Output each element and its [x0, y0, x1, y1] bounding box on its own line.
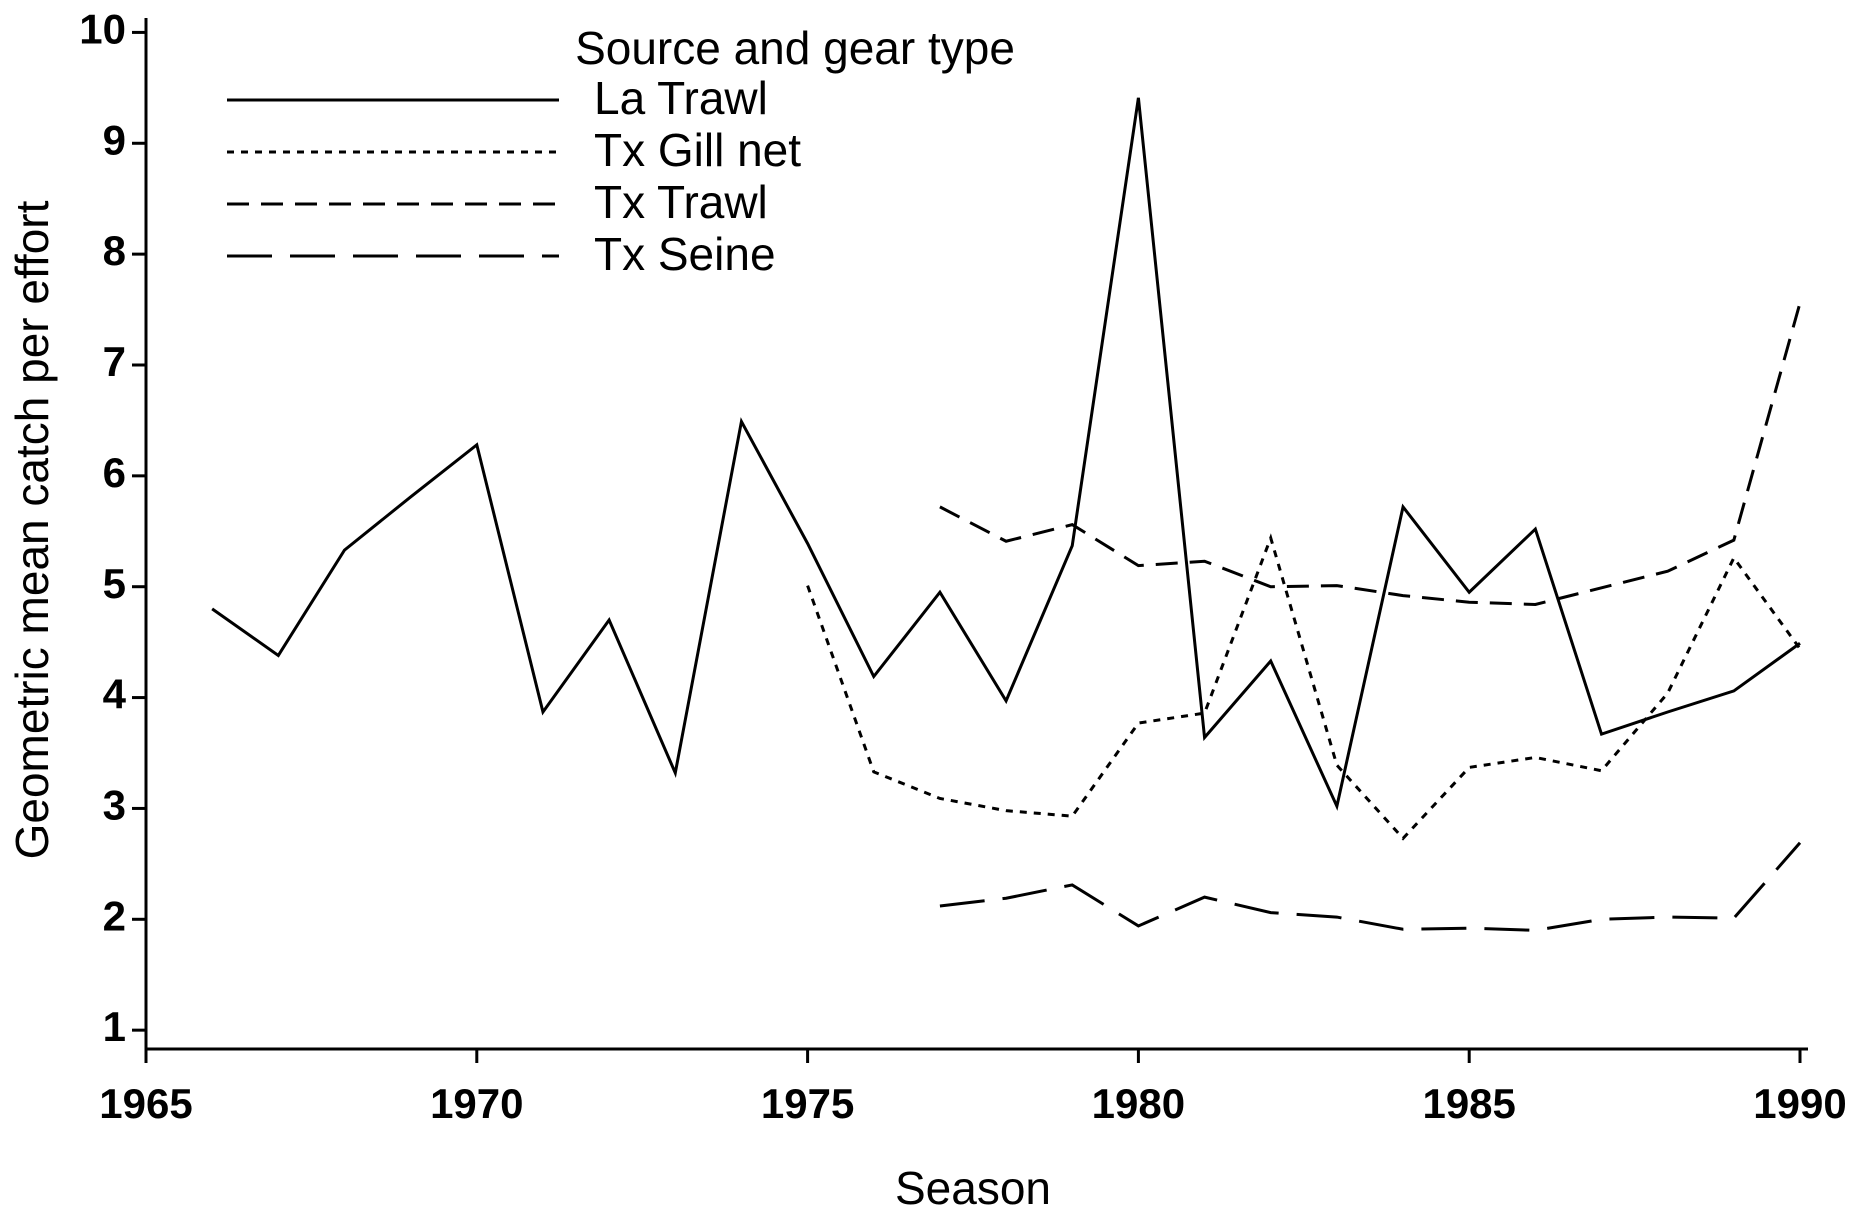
legend-label: Tx Seine	[594, 228, 776, 280]
y-axis-label: Geometric mean catch per effort	[6, 200, 58, 859]
x-tick-label: 1985	[1422, 1080, 1515, 1127]
x-tick-label: 1965	[99, 1080, 192, 1127]
y-tick-label: 1	[103, 1003, 126, 1050]
y-tick-label: 3	[103, 782, 126, 829]
legend-label: La Trawl	[594, 72, 768, 124]
series-line	[806, 533, 1802, 841]
x-tick-label: 1980	[1092, 1080, 1185, 1127]
legend-label: Tx Gill net	[594, 124, 801, 176]
y-tick-label: 8	[103, 227, 126, 274]
y-tick-label: 9	[103, 116, 126, 163]
x-tick-label: 1970	[430, 1080, 523, 1127]
x-axis-label: Season	[895, 1162, 1051, 1214]
y-tick-label: 6	[103, 449, 126, 496]
series-line	[939, 841, 1802, 932]
x-tick-label: 1990	[1753, 1080, 1846, 1127]
series-line	[939, 302, 1802, 606]
y-tick-label: 4	[103, 671, 127, 718]
x-tick-label: 1975	[761, 1080, 854, 1127]
y-tick-label: 2	[103, 892, 126, 939]
y-tick-label: 7	[103, 338, 126, 385]
legend-title: Source and gear type	[575, 22, 1015, 74]
series-line	[211, 97, 1801, 811]
y-tick-label: 10	[79, 6, 126, 53]
legend-label: Tx Trawl	[594, 176, 768, 228]
y-tick-label: 5	[103, 560, 126, 607]
